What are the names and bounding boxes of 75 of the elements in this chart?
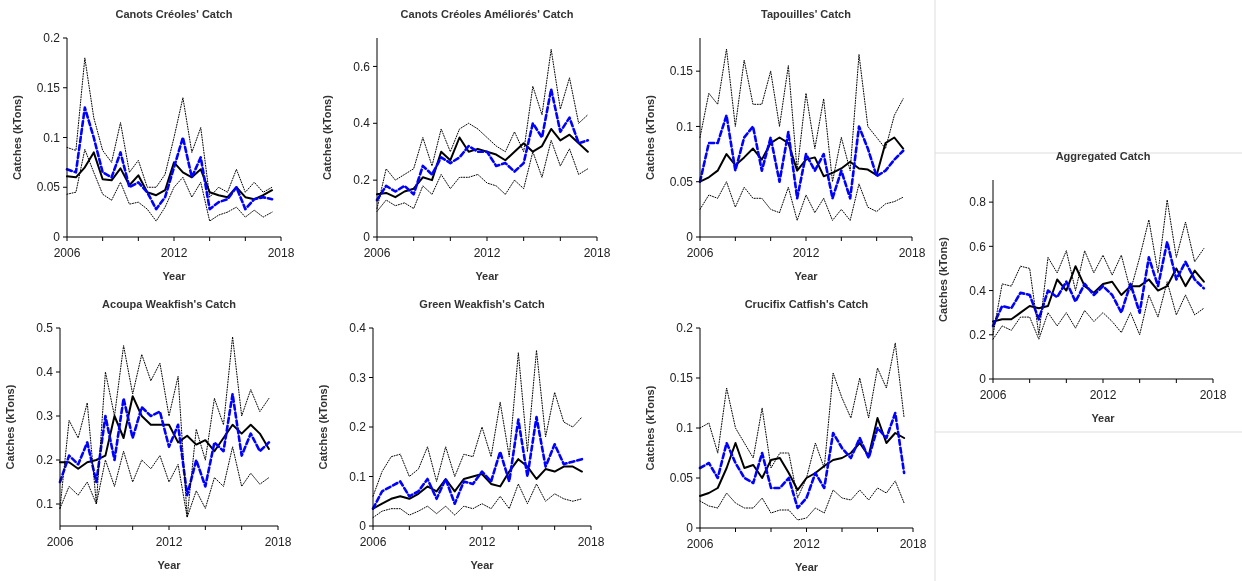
y-tick-label: 0.2 <box>36 453 54 468</box>
y-tick-label: 0.6 <box>353 59 371 74</box>
x-tick-label: 2006 <box>686 537 714 551</box>
y-tick-label: 0.2 <box>349 420 367 435</box>
x-tick-label: 2018 <box>899 537 927 551</box>
y-tick-label: 0 <box>363 230 371 245</box>
x-axis-title: Year <box>475 270 500 282</box>
y-axis-title: Catches (kTons) <box>321 94 333 180</box>
x-tick-label: 2018 <box>898 246 926 260</box>
y-axis-title: Catches (kTons) <box>644 94 656 180</box>
y-tick-label: 0 <box>686 521 694 536</box>
x-tick-label: 2012 <box>468 535 496 549</box>
chart-title: Acoupa Weakfish's Catch <box>102 298 237 310</box>
y-axis-title: Catches (kTons) <box>937 236 949 322</box>
y-tick-label: 0.5 <box>36 321 54 336</box>
y-axis-title: Catches (kTons) <box>11 94 23 180</box>
y-tick-label: 0.15 <box>669 371 694 386</box>
y-tick-label: 0.1 <box>676 421 694 436</box>
y-tick-label: 0.15 <box>36 80 61 95</box>
x-tick-label: 2006 <box>46 535 74 549</box>
y-tick-label: 0 <box>53 230 61 245</box>
y-tick-label: 0.2 <box>676 321 694 336</box>
y-tick-label: 0.4 <box>36 365 54 380</box>
x-tick-label: 2012 <box>155 535 183 549</box>
y-tick-label: 0.2 <box>353 173 371 188</box>
y-tick-label: 0 <box>359 519 367 534</box>
chart-title: Crucifix Catfish's Catch <box>744 298 869 310</box>
y-tick-label: 0.4 <box>349 321 367 336</box>
y-tick-label: 0.05 <box>36 180 61 195</box>
x-tick-label: 2018 <box>264 535 292 549</box>
y-tick-label: 0.2 <box>43 31 61 46</box>
x-axis-title: Year <box>794 561 819 573</box>
chart-title: Aggregated Catch <box>1055 150 1151 162</box>
x-tick-label: 2018 <box>1199 388 1227 402</box>
y-tick-label: 0.4 <box>353 116 371 131</box>
y-tick-label: 0.1 <box>349 469 367 484</box>
chart-title: Tapouilles' Catch <box>761 8 852 20</box>
x-tick-label: 2006 <box>359 535 387 549</box>
x-tick-label: 2012 <box>792 246 820 260</box>
x-tick-label: 2006 <box>979 388 1007 402</box>
y-tick-label: 0.3 <box>36 409 54 424</box>
x-tick-label: 2012 <box>160 246 188 260</box>
x-tick-label: 2006 <box>53 246 81 260</box>
y-tick-label: 0.3 <box>349 370 367 385</box>
x-tick-label: 2012 <box>473 246 501 260</box>
x-tick-label: 2018 <box>267 246 295 260</box>
x-tick-label: 2012 <box>1089 388 1117 402</box>
y-tick-label: 0.05 <box>669 471 694 486</box>
y-tick-label: 0 <box>979 372 987 387</box>
y-axis-title: Catches (kTons) <box>4 384 16 470</box>
x-tick-label: 2018 <box>583 246 611 260</box>
y-tick-label: 0.1 <box>676 119 694 134</box>
x-tick-label: 2018 <box>577 535 605 549</box>
y-axis-title: Catches (kTons) <box>644 385 656 471</box>
y-tick-label: 0 <box>686 230 694 245</box>
x-axis-title: Year <box>470 559 495 571</box>
y-axis-title: Catches (kTons) <box>317 384 329 470</box>
y-tick-label: 0.8 <box>969 195 987 210</box>
y-tick-label: 0.1 <box>43 130 61 145</box>
y-tick-label: 0.15 <box>669 64 694 79</box>
chart-title: Canots Créoles' Catch <box>115 8 233 20</box>
x-tick-label: 2012 <box>793 537 821 551</box>
y-tick-label: 0.05 <box>669 174 694 189</box>
y-tick-label: 0.4 <box>969 283 987 298</box>
x-axis-title: Year <box>1091 412 1116 424</box>
x-axis-title: Year <box>794 270 819 282</box>
x-axis-title: Year <box>157 559 182 571</box>
y-tick-label: 0.2 <box>969 327 987 342</box>
x-tick-label: 2006 <box>363 246 391 260</box>
chart-title: Canots Créoles Améliorés' Catch <box>400 8 574 20</box>
chart-title: Green Weakfish's Catch <box>419 298 545 310</box>
y-tick-label: 0.6 <box>969 239 987 254</box>
x-tick-label: 2006 <box>686 246 714 260</box>
y-tick-label: 0.1 <box>36 497 54 512</box>
x-axis-title: Year <box>162 270 187 282</box>
